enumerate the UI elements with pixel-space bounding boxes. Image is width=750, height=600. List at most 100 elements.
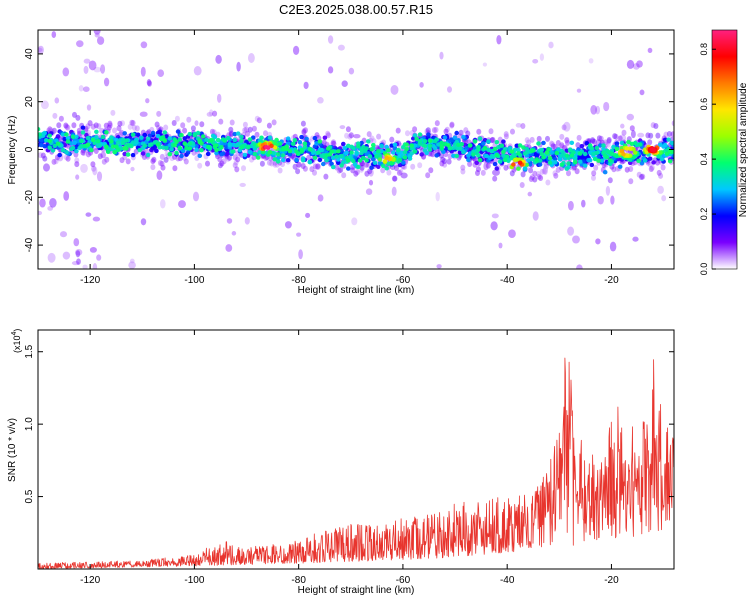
heatmap-cell-1054 [647, 139, 653, 146]
heatmap-cell-2262 [412, 133, 418, 138]
heatmap-cell-2662 [55, 141, 61, 146]
heatmap-cell-2654 [439, 144, 445, 149]
heatmap-cell-769 [85, 151, 91, 158]
heatmap-cell-2612 [612, 153, 618, 158]
heatmap-cell-1782 [426, 132, 431, 137]
heatmap-cell-725 [565, 139, 570, 146]
heatmap-cell-2784 [511, 162, 516, 167]
heatmap-cell-2135 [280, 157, 286, 163]
heatmap-cell-2046 [214, 150, 219, 156]
heatmap-cell-2611 [312, 155, 318, 160]
heatmap-cell-133 [337, 44, 345, 51]
heatmap-cell-539 [590, 138, 596, 145]
heatmap-cell-396 [341, 172, 347, 179]
heatmap-cell-2398 [359, 150, 364, 156]
heatmap-cell-744 [225, 244, 233, 252]
heatmap-cell-2657 [187, 146, 193, 151]
heatmap-cell-1903 [219, 152, 224, 157]
heatmap-cell-1260 [146, 129, 152, 136]
heatmap-cell-779 [617, 135, 623, 142]
heatmap-cell-1028 [205, 160, 210, 167]
heatmap-cell-804 [116, 125, 122, 132]
heatmap-cell-2583 [177, 145, 183, 151]
heatmap-cell-798 [636, 60, 643, 68]
heatmap-cell-418 [232, 162, 238, 169]
heatmap-cell-2592 [184, 146, 189, 151]
heatmap-cell-2615 [302, 141, 308, 146]
heatmap-cell-227 [225, 155, 231, 162]
heatmap-cell-224 [269, 160, 275, 167]
heatmap-cell-85 [239, 182, 246, 187]
heatmap-cell-2141 [342, 145, 348, 150]
spectrogram-x-ticks: -120 -100 -80 -60 -40 -20 [80, 30, 619, 286]
heatmap-cell-231 [131, 124, 137, 131]
heatmap-cell-447 [380, 167, 386, 174]
heatmap-cell-403 [463, 127, 469, 134]
heatmap-cell-482 [156, 110, 162, 117]
heatmap-cell-953 [496, 35, 502, 45]
heatmap-cell-1102 [85, 212, 92, 217]
heatmap-cell-2555 [471, 152, 476, 157]
heatmap-cell-2380 [477, 136, 483, 141]
heatmap-cell-2529 [272, 157, 278, 162]
heatmap-cell-195 [280, 161, 285, 168]
heatmap-cell-822 [476, 128, 482, 135]
heatmap-cell-1172 [440, 156, 446, 163]
heatmap-cell-994 [266, 122, 272, 129]
heatmap-cell-2525 [499, 143, 505, 148]
heatmap-cell-1544 [154, 148, 159, 154]
heatmap-cell-280 [71, 261, 80, 266]
heatmap-cell-1254 [509, 170, 515, 177]
snr-y-scale-base: (x10 [12, 335, 22, 353]
heatmap-cell-1140 [76, 258, 81, 265]
heatmap-cell-1192 [606, 137, 612, 143]
heatmap-cell-2507 [316, 150, 321, 155]
heatmap-cell-2753 [627, 146, 633, 151]
heatmap-cell-600 [520, 123, 526, 129]
heatmap-cell-2224 [372, 160, 378, 165]
heatmap-cell-962 [489, 137, 495, 144]
heatmap-cell-973 [305, 212, 311, 218]
heatmap-cell-2656 [209, 137, 214, 143]
heatmap-cell-789 [234, 166, 240, 173]
heatmap-cell-579 [90, 123, 96, 130]
heatmap-cell-2544 [187, 141, 193, 146]
heatmap-cell-1032 [80, 149, 86, 156]
heatmap-cell-2355 [109, 135, 114, 140]
heatmap-cell-2199 [74, 149, 79, 154]
heatmap-cell-1193 [442, 158, 447, 165]
heatmap-cell-432 [671, 120, 674, 127]
heatmap-cell-1475 [341, 141, 346, 147]
heatmap-cell-2312 [300, 158, 306, 163]
heatmap-cell-742 [396, 169, 402, 176]
heatmap-cell-2664 [47, 138, 52, 144]
heatmap-cells [38, 30, 674, 269]
heatmap-cell-2237 [379, 144, 384, 149]
heatmap-cell-2360 [160, 145, 166, 150]
heatmap-cell-2640 [529, 148, 535, 153]
heatmap-cell-2683 [174, 139, 179, 144]
heatmap-cell-765 [58, 115, 64, 122]
x-tick-label: -120 [80, 275, 100, 286]
heatmap-cell-1273 [474, 160, 480, 165]
heatmap-cell-2429 [339, 153, 344, 158]
heatmap-cell-449 [331, 139, 336, 146]
heatmap-cell-1027 [117, 120, 123, 127]
heatmap-cell-388 [216, 93, 222, 103]
heatmap-cell-2510 [566, 161, 571, 166]
heatmap-cell-2439 [80, 130, 86, 135]
heatmap-cell-521 [336, 167, 342, 174]
x-tick-label: -40 [500, 575, 515, 586]
heatmap-cell-5 [351, 217, 358, 226]
heatmap-cell-2537 [290, 141, 296, 146]
heatmap-cell-2699 [122, 146, 127, 151]
heatmap-cell-172 [637, 132, 645, 138]
heatmap-cell-562 [93, 30, 101, 35]
heatmap-cell-720 [303, 127, 308, 134]
heatmap-cell-927 [182, 127, 188, 134]
heatmap-cell-326 [541, 168, 547, 175]
heatmap-cell-797 [47, 126, 53, 133]
y-tick-label: 0.5 [24, 489, 35, 503]
heatmap-cell-2647 [572, 160, 578, 165]
heatmap-cell-17 [40, 100, 49, 110]
